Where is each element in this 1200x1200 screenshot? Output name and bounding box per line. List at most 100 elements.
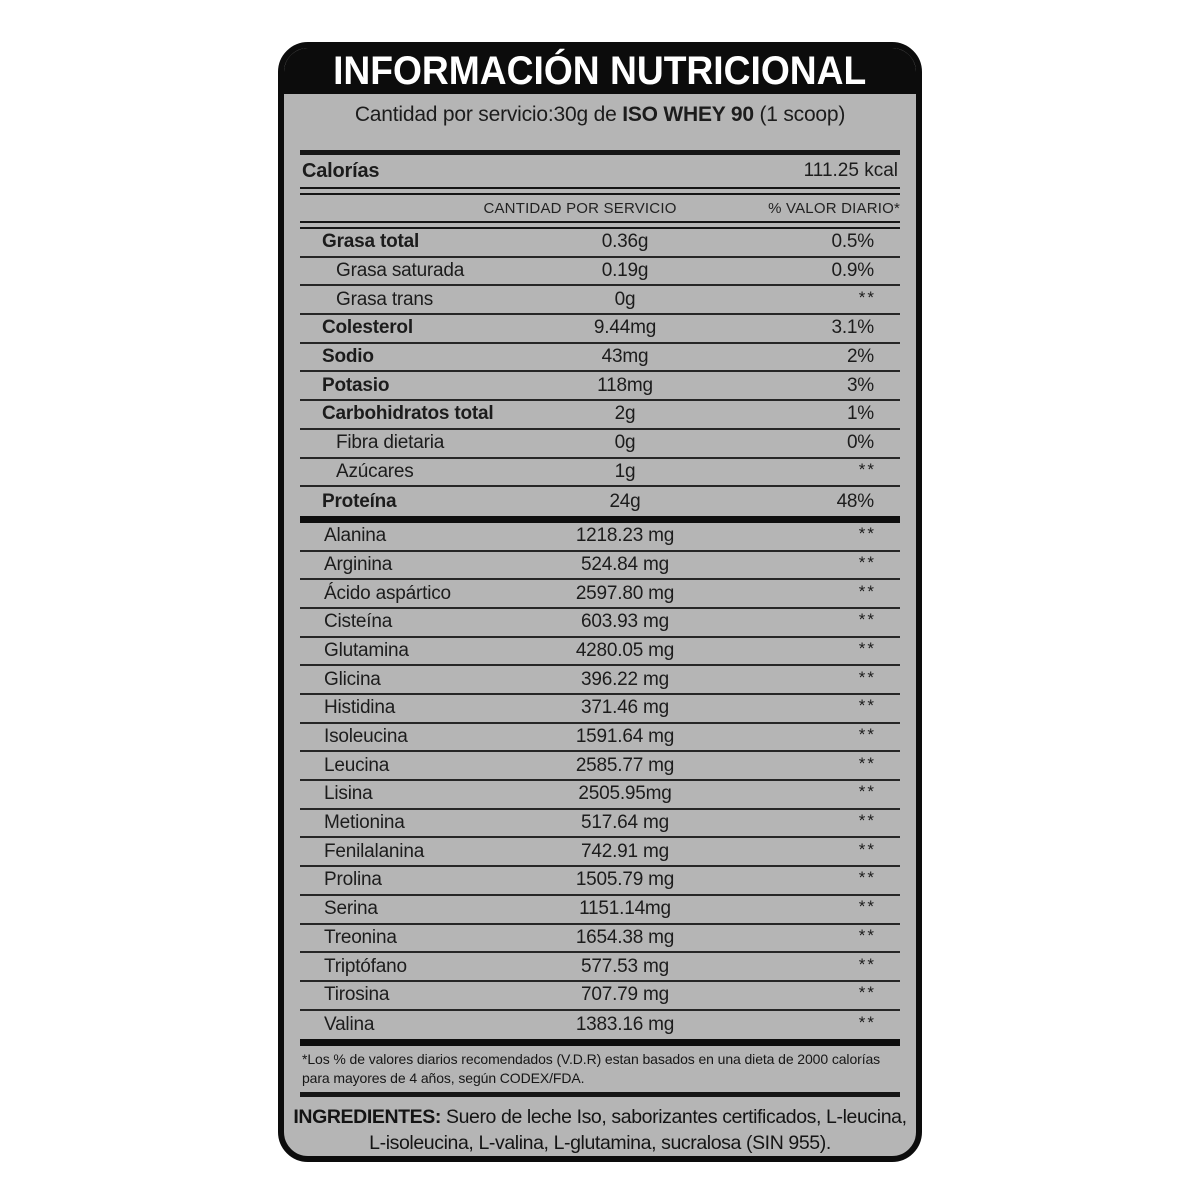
- nutrient-name: Proteína: [322, 490, 397, 512]
- nutrient-name: Arginina: [324, 553, 393, 575]
- nutrient-daily-value: **: [858, 753, 876, 773]
- table-row: Grasa saturada 0.19g 0.9%: [300, 258, 900, 287]
- nutrient-daily-value: 0.5%: [831, 231, 874, 253]
- column-header-daily-value: % VALOR DIARIO*: [768, 199, 900, 217]
- nutrient-amount: 1218.23 mg: [575, 525, 675, 547]
- nutrient-daily-value: **: [858, 524, 876, 544]
- nutrient-name: Grasa saturada: [336, 260, 465, 282]
- table-row: Prolina 1505.79 mg **: [300, 867, 900, 896]
- calories-value: 111.25 kcal: [803, 160, 898, 181]
- nutrient-name: Lisina: [324, 783, 373, 805]
- nutrient-name: Valina: [324, 1013, 375, 1035]
- nutrient-name: Isoleucina: [324, 726, 408, 748]
- nutrient-amount: 1g: [614, 460, 636, 482]
- table-row: Isoleucina 1591.64 mg **: [300, 724, 900, 753]
- nutrient-name: Leucina: [324, 754, 390, 776]
- nutrient-amount: 371.46 mg: [581, 697, 669, 719]
- divider-double: [300, 221, 900, 229]
- table-row: Arginina 524.84 mg **: [300, 552, 900, 581]
- nutrient-amount: 1654.38 mg: [575, 926, 675, 948]
- nutrient-amount: 396.22 mg: [581, 668, 669, 690]
- nutrient-daily-value: **: [858, 638, 876, 658]
- label-header: INFORMACIÓN NUTRICIONAL: [284, 48, 916, 94]
- nutrient-amount: 524.84 mg: [581, 553, 669, 575]
- nutrient-daily-value: **: [858, 782, 876, 802]
- nutrient-daily-value: 1%: [846, 403, 874, 425]
- serving-suffix: (1 scoop): [753, 103, 846, 126]
- nutrient-amount: 2505.95mg: [578, 783, 672, 805]
- nutrient-daily-value: **: [858, 725, 876, 745]
- product-name: ISO WHEY 90: [622, 103, 754, 126]
- page-title: INFORMACIÓN NUTRICIONAL: [333, 48, 867, 93]
- nutrient-name: Colesterol: [322, 317, 413, 339]
- nutrient-amount: 707.79 mg: [581, 984, 669, 1006]
- nutrient-daily-value: **: [858, 925, 876, 945]
- nutrient-amount: 1591.64 mg: [575, 726, 675, 748]
- table-row: Cisteína 603.93 mg **: [300, 609, 900, 638]
- nutrient-daily-value: **: [858, 897, 876, 917]
- nutrient-name: Glicina: [324, 668, 381, 690]
- table-row: Proteína 24g 48%: [300, 487, 900, 516]
- nutrient-daily-value: **: [858, 811, 876, 831]
- table-content: Calorías 111.25 kcal CANTIDAD POR SERVIC…: [284, 150, 916, 1098]
- table-row: Metionina 517.64 mg **: [300, 810, 900, 839]
- table-row: Glutamina 4280.05 mg **: [300, 638, 900, 667]
- ingredients-section: INGREDIENTES: Suero de leche Iso, sabori…: [292, 1104, 908, 1156]
- table-row: Ácido aspártico 2597.80 mg **: [300, 580, 900, 609]
- nutrient-amount: 742.91 mg: [581, 840, 669, 862]
- table-row: Leucina 2585.77 mg **: [300, 752, 900, 782]
- divider-thick: [300, 1092, 900, 1098]
- nutrient-amount: 1151.14mg: [579, 898, 671, 920]
- table-row: Treonina 1654.38 mg **: [300, 925, 900, 954]
- column-headers: CANTIDAD POR SERVICIO % VALOR DIARIO*: [300, 195, 900, 221]
- table-row: Lisina 2505.95mg **: [300, 781, 900, 810]
- table-row: Potasio 118mg 3%: [300, 372, 900, 402]
- nutrient-name: Tirosina: [324, 984, 390, 1006]
- nutrient-name: Fibra dietaria: [336, 432, 445, 454]
- nutrient-amount: 603.93 mg: [581, 611, 669, 633]
- table-row: Sodio 43mg 2%: [300, 344, 900, 373]
- nutrient-daily-value: **: [858, 610, 876, 630]
- nutrient-daily-value: **: [858, 696, 876, 716]
- nutrient-name: Treonina: [324, 926, 397, 948]
- nutrient-name: Potasio: [322, 374, 390, 396]
- nutrient-amount: 9.44mg: [593, 317, 657, 339]
- table-row: Alanina 1218.23 mg **: [300, 523, 900, 552]
- ingredients-label: INGREDIENTES:: [293, 1106, 441, 1129]
- nutrient-amount: 2585.77 mg: [575, 754, 675, 776]
- nutrient-daily-value: 3%: [846, 374, 874, 396]
- table-row: Glicina 396.22 mg **: [300, 666, 900, 695]
- calories-label: Calorías: [302, 159, 380, 182]
- table-row: Valina 1383.16 mg **: [300, 1011, 900, 1040]
- table-row: Triptófano 577.53 mg **: [300, 953, 900, 982]
- calories-row: Calorías 111.25 kcal: [300, 155, 900, 187]
- nutrient-daily-value: **: [858, 459, 876, 479]
- nutrient-name: Prolina: [324, 869, 382, 891]
- table-row: Histidina 371.46 mg **: [300, 695, 900, 724]
- divider-bar: [300, 515, 900, 523]
- nutrient-daily-value: **: [858, 581, 876, 601]
- table-row: Fibra dietaria 0g 0%: [300, 430, 900, 459]
- nutrient-name: Grasa trans: [336, 288, 434, 310]
- nutrient-name: Ácido aspártico: [324, 582, 451, 604]
- nutrient-daily-value: **: [858, 1012, 876, 1032]
- nutrient-name: Triptófano: [324, 955, 407, 977]
- serving-line: Cantidad por servicio:30g de ISO WHEY 90…: [290, 102, 910, 128]
- nutrient-name: Serina: [324, 898, 378, 920]
- nutrient-name: Fenilalanina: [324, 840, 425, 862]
- table-row: Grasa total 0.36g 0.5%: [300, 229, 900, 258]
- nutrient-name: Metionina: [324, 812, 405, 834]
- nutrient-name: Glutamina: [324, 639, 409, 661]
- nutrient-name: Carbohidratos total: [322, 403, 494, 425]
- nutrient-name: Azúcares: [336, 460, 414, 482]
- serving-prefix: Cantidad por servicio:30g de: [354, 103, 623, 126]
- nutrient-amount: 577.53 mg: [581, 955, 669, 977]
- nutrient-amount: 43mg: [601, 346, 649, 368]
- nutrient-name: Histidina: [324, 697, 396, 719]
- nutrient-name: Sodio: [322, 346, 374, 368]
- amino-acid-rows: Alanina 1218.23 mg ** Arginina 524.84 mg…: [300, 523, 900, 1039]
- nutrient-amount: 4280.05 mg: [575, 639, 675, 661]
- divider-bar: [300, 1039, 900, 1047]
- table-row: Tirosina 707.79 mg **: [300, 982, 900, 1011]
- column-header-amount: CANTIDAD POR SERVICIO: [483, 199, 677, 217]
